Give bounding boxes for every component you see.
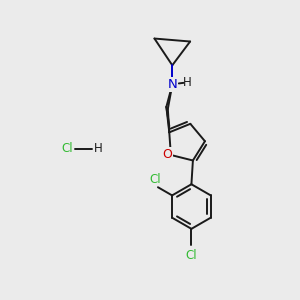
Text: H: H: [94, 142, 102, 155]
Text: N: N: [167, 78, 177, 91]
Text: O: O: [162, 148, 172, 161]
Text: Cl: Cl: [186, 249, 197, 262]
Text: H: H: [183, 76, 192, 89]
Text: Cl: Cl: [150, 173, 161, 186]
Text: Cl: Cl: [61, 142, 73, 155]
